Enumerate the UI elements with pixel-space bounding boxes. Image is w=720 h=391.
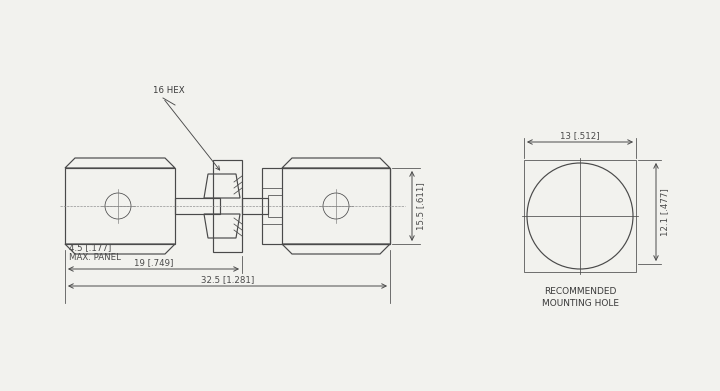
Bar (268, 195, 282, 217)
Bar (65, 168, 175, 244)
Bar (262, 168, 390, 244)
Text: 13 [.512]: 13 [.512] (560, 131, 600, 140)
Bar (213, 160, 242, 252)
Bar (242, 198, 268, 214)
Text: RECOMMENDED
MOUNTING HOLE: RECOMMENDED MOUNTING HOLE (541, 287, 618, 308)
Text: 16 HEX: 16 HEX (153, 86, 184, 95)
Bar (282, 168, 390, 244)
Text: 15.5 [.611]: 15.5 [.611] (416, 182, 425, 230)
Bar (262, 188, 282, 224)
Bar (524, 160, 636, 272)
Text: 4.5 [.177]
MAX. PANEL: 4.5 [.177] MAX. PANEL (69, 243, 121, 262)
Text: 19 [.749]: 19 [.749] (134, 258, 174, 267)
Text: 32.5 [1.281]: 32.5 [1.281] (201, 275, 254, 284)
Bar (175, 198, 220, 214)
Text: 12.1 [.477]: 12.1 [.477] (660, 188, 669, 236)
